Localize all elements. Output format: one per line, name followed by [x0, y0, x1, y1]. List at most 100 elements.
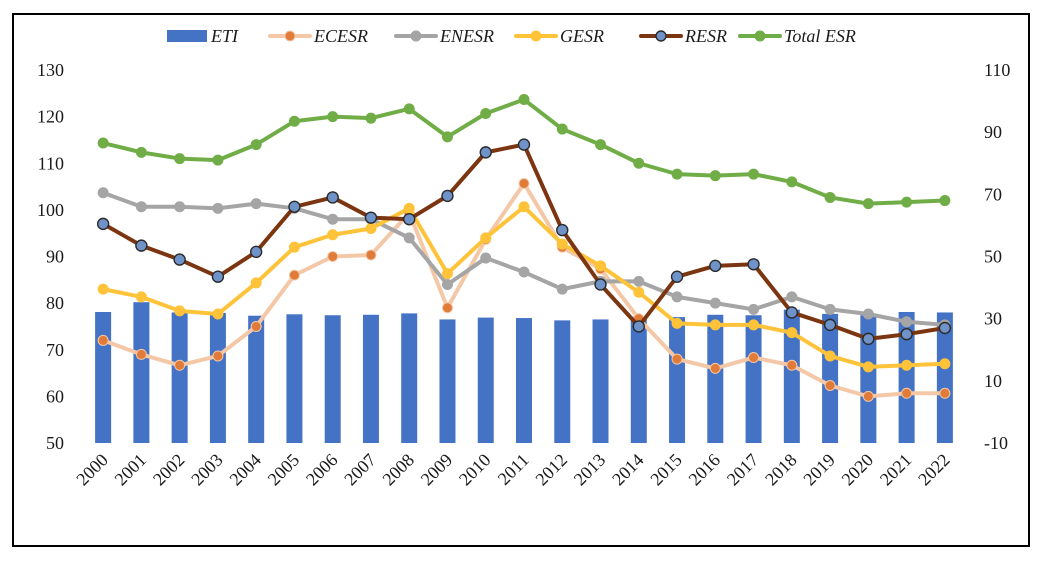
x-tick-label: 2008 [378, 450, 418, 490]
data-point [327, 213, 339, 225]
data-point [786, 359, 798, 371]
x-tick-label: 2017 [723, 450, 763, 490]
data-point [135, 201, 147, 213]
data-point [786, 327, 798, 339]
bar [439, 319, 456, 443]
x-tick-label: 2005 [264, 450, 304, 490]
data-point [862, 198, 874, 210]
data-point [250, 320, 262, 332]
x-tick-label: 2018 [761, 450, 801, 490]
left-tick-label: 110 [38, 153, 64, 173]
right-axis: -10 10 30 50 70 90 110 [984, 60, 1010, 453]
data-point [709, 362, 721, 374]
data-point [135, 291, 147, 303]
left-tick-label: 80 [46, 293, 64, 313]
legend: ETI ECESR ENESR GESR RESR Total ESR [167, 26, 856, 46]
left-tick-label: 120 [37, 107, 64, 127]
data-point [518, 94, 530, 106]
data-point [671, 353, 683, 365]
right-tick-label: 70 [984, 184, 1002, 204]
left-tick-label: 130 [37, 60, 64, 80]
data-point [174, 305, 186, 317]
left-axis: 50 60 70 80 90 100 110 120 130 [37, 60, 64, 453]
data-point [748, 352, 760, 364]
bar [554, 320, 571, 443]
series-line [101, 142, 947, 341]
data-point [212, 350, 224, 362]
data-point [900, 328, 913, 341]
data-point [709, 170, 721, 182]
bar [783, 309, 800, 443]
data-point [327, 251, 339, 262]
data-point [288, 269, 300, 281]
x-tick-label: 2003 [187, 450, 227, 490]
data-point [862, 308, 874, 320]
data-point [823, 318, 837, 332]
data-point [441, 189, 454, 203]
legend-label: ENESR [439, 26, 494, 46]
x-tick-label: 2012 [531, 450, 571, 490]
legend-label: RESR [684, 26, 727, 46]
left-tick-label: 60 [46, 386, 64, 406]
bar [516, 318, 532, 443]
data-point [212, 202, 224, 214]
left-tick-label: 90 [46, 247, 64, 267]
bar [401, 313, 418, 443]
data-point [288, 241, 300, 253]
data-point [938, 321, 952, 335]
data-point [901, 316, 913, 328]
x-tick-label: 2022 [914, 450, 954, 490]
data-point [479, 146, 492, 159]
data-point [747, 258, 760, 271]
data-point [174, 153, 186, 165]
legend-swatch [167, 30, 207, 42]
data-point [556, 238, 568, 250]
data-point [403, 212, 416, 226]
data-point [173, 253, 186, 266]
bar [324, 315, 341, 443]
data-point [671, 168, 683, 180]
x-tick-label: 2001 [111, 450, 151, 490]
data-point [786, 176, 798, 188]
data-point [748, 303, 760, 315]
legend-label: Total ESR [784, 26, 856, 46]
data-point [595, 260, 607, 272]
data-point [97, 334, 109, 346]
data-point [96, 217, 110, 231]
data-point [288, 200, 301, 213]
data-point [556, 223, 569, 237]
bar [477, 317, 494, 443]
bar [209, 312, 226, 443]
data-point [862, 332, 875, 346]
data-point [824, 350, 836, 362]
data-point [633, 286, 645, 298]
data-point [671, 291, 683, 303]
data-point [174, 201, 186, 213]
data-point [480, 232, 492, 244]
data-point [748, 168, 760, 180]
legend-marker [284, 30, 296, 42]
bar [286, 314, 303, 443]
right-tick-label: 30 [984, 309, 1002, 329]
data-point [441, 278, 453, 290]
data-point [901, 359, 913, 371]
data-point [786, 291, 798, 303]
bar [936, 312, 953, 443]
bar [592, 319, 609, 443]
data-point [441, 302, 453, 314]
data-point [212, 308, 224, 320]
data-point [939, 195, 951, 207]
left-tick-label: 100 [37, 200, 64, 220]
data-point [939, 387, 951, 399]
data-point [327, 111, 339, 123]
data-point [97, 137, 109, 149]
data-point [364, 211, 378, 224]
x-tick-label: 2021 [876, 450, 916, 490]
data-point [403, 202, 415, 214]
x-tick-label: 2002 [149, 450, 189, 490]
data-point [403, 103, 415, 115]
data-point [135, 239, 148, 252]
bar [95, 311, 112, 443]
data-point [785, 306, 799, 319]
bar [362, 314, 379, 443]
